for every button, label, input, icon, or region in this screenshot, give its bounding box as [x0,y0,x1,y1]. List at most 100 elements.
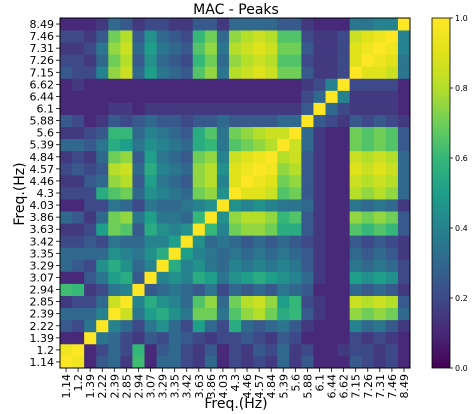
heatmap-cell [84,90,97,103]
heatmap-cell [168,18,182,31]
heatmap-cell [132,235,145,248]
heatmap-cell [289,307,302,321]
heatmap-cell [216,235,230,248]
heatmap-cell [241,331,254,345]
heatmap-cell [84,331,97,345]
heatmap-cell [168,66,182,79]
y-tick-label: 1.2 [37,344,55,357]
heatmap-cell [72,78,85,91]
heatmap-cell [84,138,97,152]
heatmap-cell [253,138,266,152]
y-tick-label: 6.62 [30,78,55,91]
heatmap-cell [241,211,254,224]
heatmap-cell [361,355,375,369]
heatmap-cell [204,114,218,128]
heatmap-cell [228,126,242,140]
heatmap-cell [313,235,326,248]
x-tick-label: 2.94 [132,374,145,399]
heatmap-cell [72,18,85,31]
heatmap-cell [277,355,290,369]
heatmap-cell [325,355,338,369]
heatmap-cell [349,102,363,115]
heatmap-cell [144,319,157,333]
heatmap-cell [60,186,73,200]
heatmap-cell [313,343,326,357]
heatmap-cell [397,283,411,296]
heatmap-cell [144,54,157,67]
heatmap-cell [144,211,157,224]
heatmap-cell [84,174,97,188]
heatmap-cell [144,235,157,248]
heatmap-cell [373,150,387,164]
heatmap-cell [301,54,314,67]
heatmap-cell [397,355,411,369]
x-tick-label: 6.44 [326,374,339,399]
heatmap-cell [241,78,254,91]
heatmap-cell [265,66,278,79]
heatmap-cell [265,150,278,164]
heatmap-cell [241,295,254,309]
heatmap-cell [108,319,121,333]
x-axis-label: Freq.(Hz) [204,396,267,412]
heatmap-cell [132,247,145,260]
y-tick-label: 2.39 [30,308,55,321]
heatmap-cell [84,54,97,67]
heatmap-cell [265,283,278,296]
heatmap-cell [325,114,338,128]
heatmap-cell [301,18,314,31]
heatmap-cell [120,42,133,55]
heatmap-cell [168,319,182,333]
heatmap-cell [253,223,266,236]
heatmap-cell [277,271,290,284]
x-tick-label: 3.86 [205,374,218,399]
heatmap-cell [96,271,109,284]
heatmap-cell [277,30,290,43]
heatmap-cell [397,102,411,115]
heatmap-cell [253,331,266,345]
heatmap-cell [337,235,351,248]
x-tick-label: 3.63 [193,374,206,399]
heatmap-cell [301,271,314,284]
heatmap-cell [325,30,338,43]
heatmap-cell [168,307,182,321]
heatmap-cell [349,78,363,91]
heatmap-cell [120,331,133,345]
heatmap-cell [277,162,290,176]
heatmap-cell [60,199,73,212]
heatmap-cell [313,247,326,260]
heatmap-cell [397,199,411,212]
heatmap-cell [313,186,326,200]
x-tick-label: 1.14 [60,374,73,399]
heatmap-cell [301,78,314,91]
heatmap-cell [108,102,121,115]
heatmap-cell [277,319,290,333]
heatmap-cell [241,138,254,152]
heatmap-cell [253,162,266,176]
heatmap-cell [108,114,121,128]
heatmap-cell [168,174,182,188]
heatmap-cell [361,162,375,176]
heatmap-cell [277,78,290,91]
heatmap-cell [144,295,157,309]
heatmap-cell [301,66,314,79]
y-tick-label: 6.1 [37,103,55,116]
heatmap-cell [337,295,351,309]
heatmap-cell [301,223,314,236]
heatmap-cell [349,295,363,309]
heatmap-cell [168,235,182,248]
heatmap-cell [301,102,314,115]
heatmap-cell [397,331,411,345]
heatmap-cell [277,295,290,309]
heatmap-cell [60,259,73,272]
y-tick-label: 7.15 [30,66,55,79]
heatmap-cell [132,174,145,188]
heatmap-cell [385,162,399,176]
heatmap-cell [373,126,387,140]
heatmap-cell [361,126,375,140]
heatmap-cell [108,307,121,321]
heatmap-cell [60,138,73,152]
heatmap-cell [325,211,338,224]
heatmap-cell [325,18,338,31]
y-tick-label: 3.42 [30,235,55,248]
heatmap-cell [277,42,290,55]
